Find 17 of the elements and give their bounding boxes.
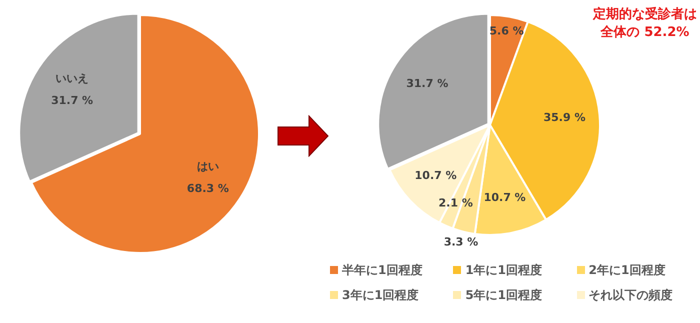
legend-label: 3年に1回程度 [341, 287, 420, 304]
legend-label: 2年に1回程度 [588, 262, 666, 279]
data-label: 2.1 % [438, 196, 473, 210]
data-label: 31.7 % [51, 94, 94, 107]
slice-label: はい [196, 160, 219, 173]
data-label: 10.7 % [484, 191, 526, 204]
legend-label: 半年に1回程度 [341, 262, 424, 279]
data-label: 68.3 % [186, 182, 229, 195]
legend-label: 1年に1回程度 [464, 262, 544, 279]
data-label: 35.9 % [543, 111, 586, 124]
data-label: 31.7 % [406, 77, 448, 90]
legend-label: それ以下の頻度 [588, 287, 674, 304]
legend-label: 5年に1回程度 [464, 287, 544, 304]
text: 定期的な受診者は全体の 52.2% [592, 6, 698, 42]
slice-label: いいえ [56, 72, 89, 85]
data-label: 3.3 % [444, 235, 478, 248]
data-label: 10.7 % [414, 169, 457, 182]
